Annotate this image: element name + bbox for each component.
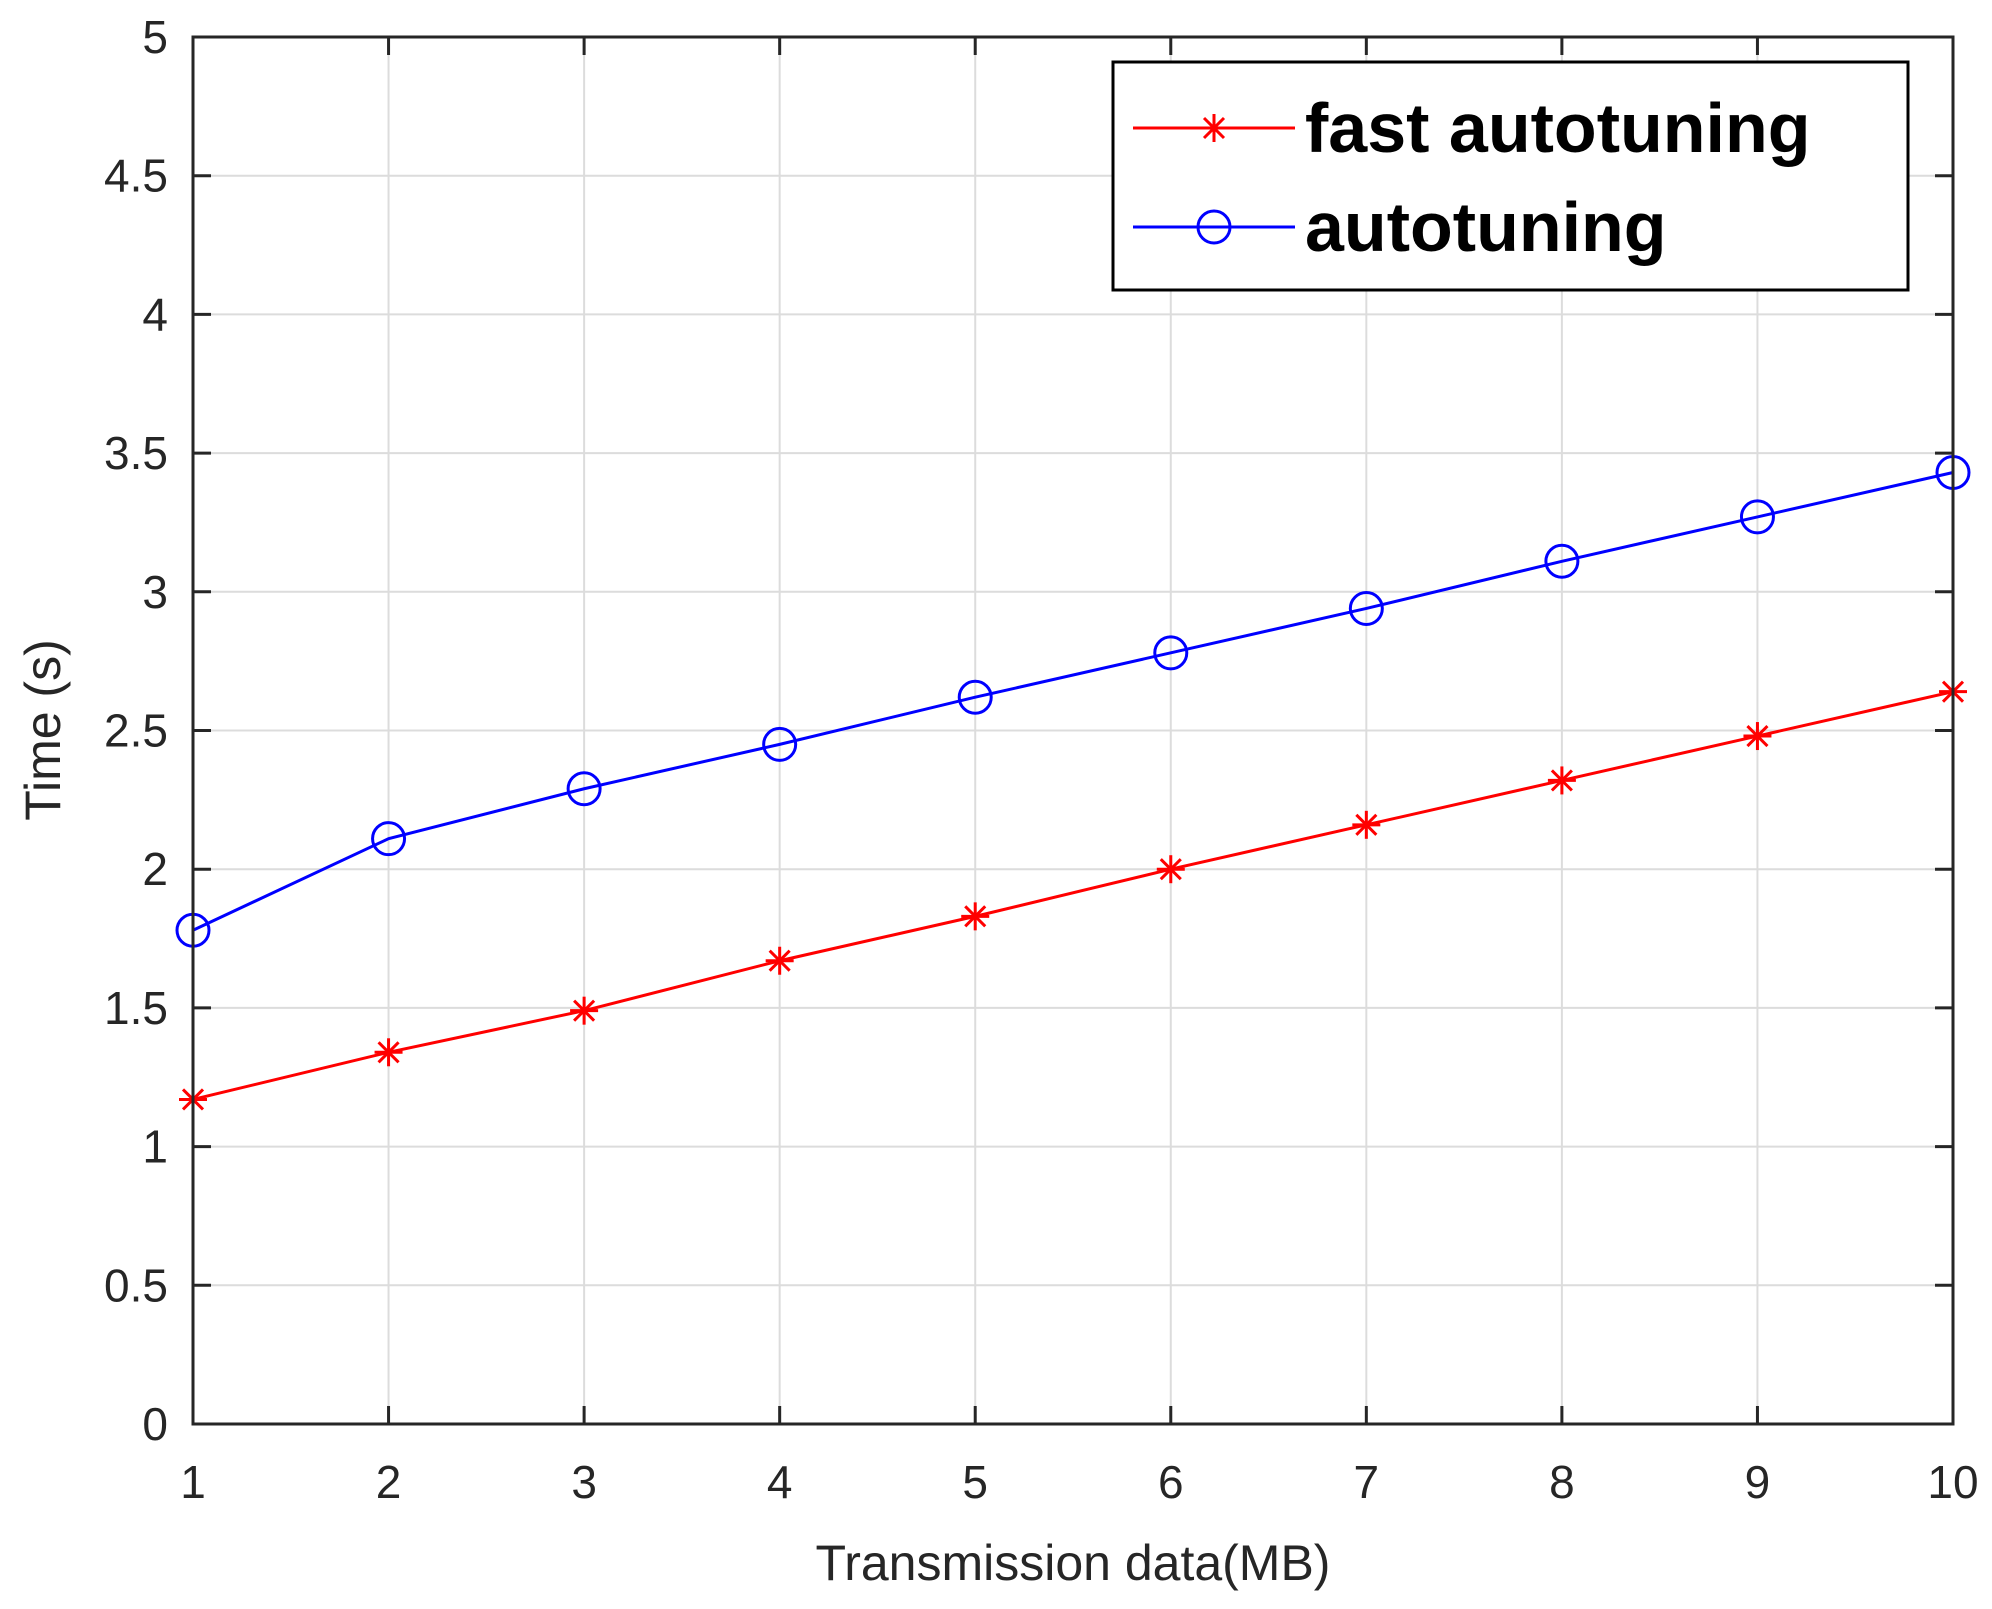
data-point-asterisk (765, 946, 794, 975)
y-tick-label: 2.5 (104, 705, 168, 757)
data-point-circle (1153, 635, 1189, 671)
x-tick-label: 2 (376, 1456, 402, 1508)
legend-marker-asterisk (1200, 114, 1228, 142)
series-line-1 (192, 471, 1954, 932)
legend-box (1111, 60, 1910, 292)
x-tick-label: 4 (767, 1456, 793, 1508)
data-point-asterisk (1547, 766, 1576, 795)
data-point-asterisk (374, 1038, 403, 1067)
x-tick-label: 3 (571, 1456, 597, 1508)
tick-labels: 1 2 3 4 5 6 7 8 9 10 0 0.5 1 1.5 2 2.5 3 3.5 4 4.5 5 (104, 11, 1979, 1508)
y-tick-label: 2 (142, 843, 168, 895)
data-point-circle (566, 771, 602, 807)
legend-label-1: autotuning (1305, 188, 1667, 266)
data-point-asterisk (961, 902, 990, 931)
data-point-asterisk (1156, 855, 1185, 884)
x-tick-label: 6 (1158, 1456, 1184, 1508)
data-point-circle (371, 821, 407, 857)
x-tick-label: 10 (1927, 1456, 1978, 1508)
y-tick-label: 0 (142, 1398, 168, 1450)
y-tick-label: 4 (142, 288, 168, 340)
x-tick-label: 9 (1745, 1456, 1771, 1508)
legend: fast autotuning autotuning (1111, 60, 1910, 292)
y-tick-label: 0.5 (104, 1259, 168, 1311)
axis-ticks (191, 35, 1955, 1426)
legend-marker-circle (1196, 209, 1232, 245)
y-tick-label: 3 (142, 566, 168, 618)
data-point-circle (1739, 499, 1775, 535)
data-point-circle (1544, 543, 1580, 579)
x-tick-label: 5 (962, 1456, 988, 1508)
y-tick-label: 3.5 (104, 427, 168, 479)
y-tick-label: 4.5 (104, 150, 168, 202)
y-tick-label: 5 (142, 11, 168, 63)
y-tick-label: 1 (142, 1121, 168, 1173)
series-line-0 (192, 690, 1954, 1101)
y-axis-title: Time (s) (15, 639, 71, 820)
data-point-asterisk (570, 996, 599, 1025)
x-axis-title: Transmission data(MB) (816, 1535, 1331, 1591)
series-layer (175, 455, 1971, 1114)
x-tick-label: 1 (180, 1456, 206, 1508)
data-point-circle (1348, 590, 1384, 626)
data-point-circle (957, 679, 993, 715)
data-point-asterisk (1743, 722, 1772, 751)
x-tick-label: 7 (1354, 1456, 1380, 1508)
x-tick-label: 8 (1549, 1456, 1575, 1508)
data-point-asterisk (1352, 810, 1381, 839)
y-tick-label: 1.5 (104, 982, 168, 1034)
data-point-circle (762, 726, 798, 762)
legend-label-0: fast autotuning (1305, 89, 1810, 167)
